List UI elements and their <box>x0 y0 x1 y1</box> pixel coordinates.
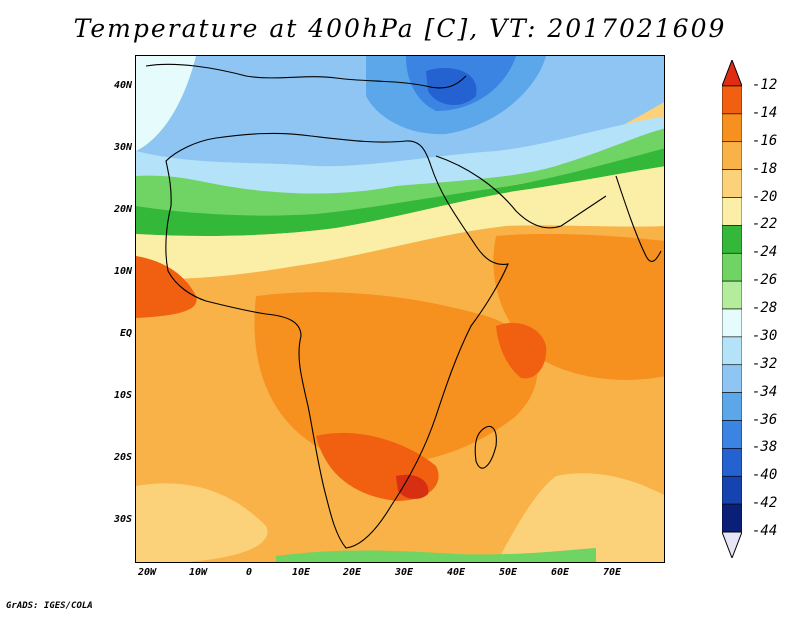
colorbar-swatch <box>722 141 742 170</box>
colorbar-label: -12 <box>752 77 778 93</box>
colorbar-swatch <box>722 252 742 282</box>
lat-label-20n: 20N <box>113 204 132 215</box>
field-hot-spot-east <box>496 322 547 379</box>
colorbar-label: -16 <box>752 132 778 149</box>
colorbar-label: -20 <box>752 188 778 205</box>
credit-text: GrADS: IGES/COLA <box>6 601 93 611</box>
colorbar-label: -22 <box>752 216 778 233</box>
lat-label-20s: 20S <box>113 452 132 463</box>
field-pale-yellow <box>136 166 664 279</box>
colorbar-label: -18 <box>752 160 778 177</box>
colorbar-top-arrow <box>722 60 742 87</box>
field-light-blue-west <box>136 56 196 151</box>
lon-label-30e: 30E <box>394 567 414 578</box>
colorbar-swatch <box>722 364 742 393</box>
colorbar-label: -34 <box>752 383 778 400</box>
colorbar-label: -42 <box>752 495 778 512</box>
field-dark-green <box>136 148 664 236</box>
field-pale-south <box>136 483 268 562</box>
lon-label-70e: 70E <box>602 567 622 578</box>
map-title: Temperature at 400hPa [C], VT: 201702160… <box>73 14 727 43</box>
coastline-africa <box>165 132 509 549</box>
lon-label-50e: 50E <box>498 567 518 578</box>
lon-label-10e: 10E <box>291 567 311 578</box>
colorbar-label: -32 <box>752 355 778 372</box>
coastline-europe <box>145 63 467 89</box>
colorbar-label: -38 <box>752 439 778 456</box>
colorbar <box>722 60 742 558</box>
field-light-blue-band <box>136 116 664 207</box>
colorbar-bottom-arrow <box>722 531 742 558</box>
lat-label-30n: 30N <box>113 142 132 153</box>
colorbar-label: -14 <box>752 104 778 121</box>
colorbar-swatch <box>722 503 742 533</box>
lon-label-40e: 40E <box>446 567 466 578</box>
colorbar-swatch <box>722 85 742 115</box>
colorbar-label: -30 <box>752 327 778 344</box>
colorbar-swatch <box>722 392 742 421</box>
colorbar-swatch <box>722 225 742 254</box>
lat-label-10s: 10S <box>113 390 132 401</box>
lon-label-60e: 60E <box>550 567 570 578</box>
field-deep-orange <box>136 256 197 318</box>
colorbar-swatch <box>722 308 742 338</box>
coastline-madagascar <box>474 426 497 469</box>
colorbar-label: -36 <box>752 411 778 428</box>
lon-label-0: 0 <box>245 567 253 578</box>
coastline-arabia <box>435 155 607 229</box>
lon-label-20w: 20W <box>137 567 157 578</box>
colorbar-label: -44 <box>752 523 778 539</box>
field-pale-southeast <box>497 473 664 562</box>
colorbar-label: -40 <box>752 467 778 484</box>
colorbar-label: -24 <box>752 244 778 261</box>
lat-label-40n: 40N <box>113 80 132 91</box>
coastlines <box>145 63 662 549</box>
coastline-india <box>615 175 662 262</box>
colorbar-label: -28 <box>752 300 778 316</box>
temperature-map <box>135 55 665 563</box>
field-green-south <box>276 548 596 562</box>
lon-label-20e: 20E <box>342 567 362 578</box>
lon-label-10w: 10W <box>188 567 208 578</box>
colorbar-swatch <box>722 280 742 310</box>
colorbar-swatch <box>722 448 742 477</box>
colorbar-swatch <box>722 475 742 505</box>
field-green-band <box>136 128 664 229</box>
colorbar-swatch <box>722 113 742 143</box>
lat-label-10n: 10N <box>113 266 132 277</box>
colorbar-label: -26 <box>752 272 778 289</box>
colorbar-swatch <box>722 169 742 198</box>
colorbar-swatch <box>722 197 742 226</box>
lat-label-30s: 30S <box>113 514 132 525</box>
field-hottest-south <box>396 474 429 499</box>
lat-label-eq: EQ <box>119 328 132 339</box>
colorbar-swatch <box>722 336 742 366</box>
colorbar-swatch <box>722 420 742 449</box>
